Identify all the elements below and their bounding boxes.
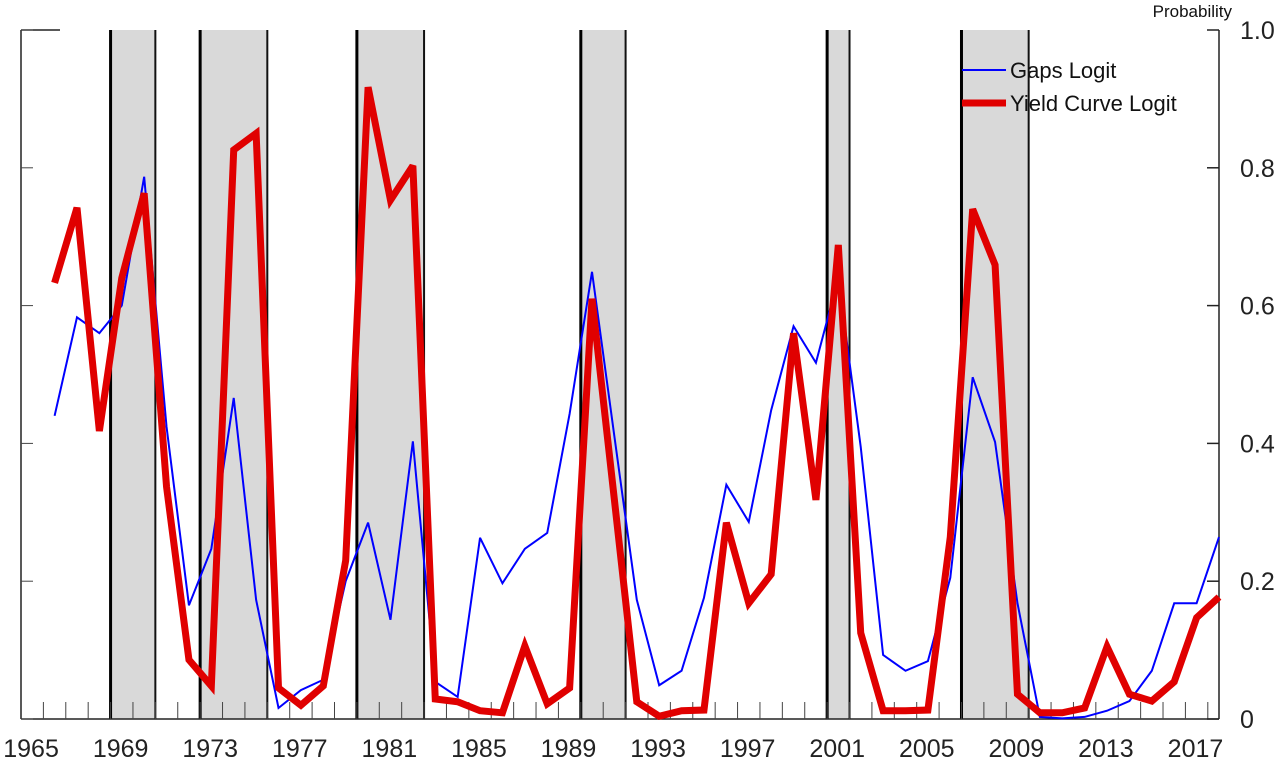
legend-label-gaps-logit: Gaps Logit — [1010, 58, 1116, 83]
legend-label-yield-curve-logit: Yield Curve Logit — [1010, 91, 1177, 116]
axes-frame — [20, 29, 1220, 720]
x-tick-label: 1969 — [93, 735, 149, 763]
x-tick-label: 1965 — [3, 735, 59, 763]
x-tick-label: 2009 — [989, 735, 1045, 763]
x-tick-label: 1997 — [720, 735, 776, 763]
recession-shading-layer — [109, 30, 1030, 719]
y-tick-label: 0.4 — [1240, 430, 1275, 458]
recession-band — [110, 30, 156, 719]
y-tick-label: 1.0 — [1240, 17, 1275, 45]
x-axis: 1965 1969 1973 1977 1981 1985 1989 1993 1997 2001… — [3, 702, 1223, 763]
x-tick-label: 2013 — [1078, 735, 1134, 763]
y-tick-label: 0 — [1240, 706, 1254, 734]
x-tick-label: 1981 — [362, 735, 418, 763]
y-axis-right: 0 0.2 0.4 0.6 0.8 1.0 — [21, 17, 1275, 734]
x-tick-label: 2001 — [809, 735, 865, 763]
legend: Gaps Logit Yield Curve Logit — [962, 58, 1177, 116]
x-tick-label: 1977 — [272, 735, 328, 763]
y-tick-label: 0.6 — [1240, 293, 1275, 321]
x-tick-label: 2005 — [899, 735, 955, 763]
x-tick-label: 1985 — [451, 735, 507, 763]
x-tick-label: 1993 — [630, 735, 686, 763]
y-tick-label: 0.2 — [1240, 568, 1275, 596]
series-layer — [51, 86, 1222, 721]
recession-band — [961, 30, 1029, 719]
recession-band — [827, 30, 850, 719]
x-tick-label: 1989 — [541, 735, 597, 763]
x-tick-label: 2017 — [1168, 735, 1224, 763]
x-tick-label: 1973 — [182, 735, 238, 763]
y-axis-label: Probability — [1153, 2, 1233, 21]
y-tick-label: 0.8 — [1240, 155, 1275, 183]
